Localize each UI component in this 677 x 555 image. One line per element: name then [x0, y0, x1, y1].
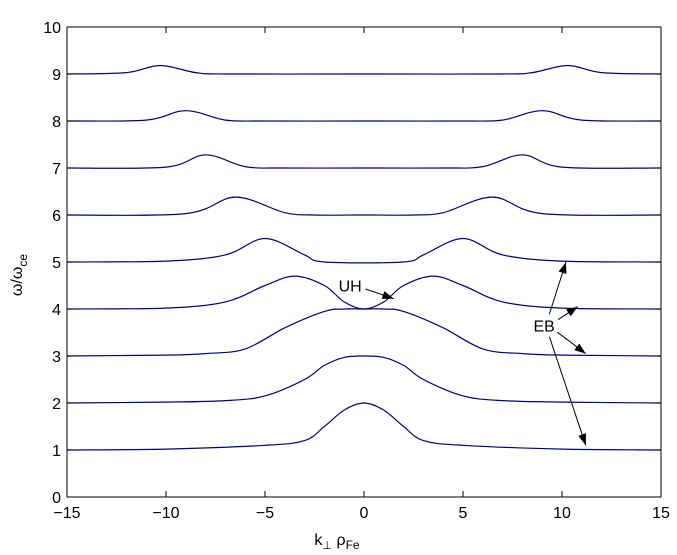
y-axis-label: ω/ωce — [9, 254, 30, 296]
x-tick-label: −5 — [256, 505, 274, 522]
series-line-5 — [66, 237, 662, 264]
series-line-4 — [66, 275, 662, 310]
x-tick-label: 0 — [360, 505, 369, 522]
annotation-arrow-uh-1-head — [381, 291, 394, 299]
y-tick-label: 5 — [52, 255, 61, 272]
y-tick-label: 1 — [52, 443, 61, 460]
y-tick-label: 6 — [52, 208, 61, 225]
series-group — [66, 64, 662, 451]
x-label-k: k — [314, 532, 323, 549]
x-tick-label: −15 — [53, 505, 80, 522]
y-tick-label: 8 — [52, 114, 61, 131]
x-tick-label: 10 — [553, 505, 571, 522]
y-label-sub: ce — [16, 254, 30, 267]
y-tick-label: 3 — [52, 349, 61, 366]
series-line-6 — [66, 196, 662, 216]
x-axis-label: k⊥ ρFe — [314, 532, 359, 552]
annotation-arrow-eb-1-head — [558, 262, 567, 274]
annotation-arrow-eb-4 — [548, 336, 587, 446]
series-line-1 — [66, 402, 662, 451]
y-tick-label: 10 — [43, 20, 61, 37]
annotation-label-eb: EB — [534, 318, 555, 335]
annotation-label-uh: UH — [339, 279, 362, 296]
annotation-group: UH EB — [339, 261, 587, 446]
annotation-arrow-eb-2-head — [566, 306, 578, 317]
x-label-rho: ρ — [332, 532, 346, 549]
annotation-arrow-eb-3-head — [574, 343, 586, 354]
series-line-2 — [66, 355, 662, 404]
y-tick-label: 4 — [52, 302, 61, 319]
x-tick-label: −10 — [152, 505, 179, 522]
y-tick-label: 0 — [52, 490, 61, 507]
annotation-arrow-eb-4-head — [578, 433, 587, 446]
y-label-main: ω/ω — [9, 267, 26, 296]
series-line-7 — [66, 154, 662, 169]
y-tick-label: 2 — [52, 396, 61, 413]
tick-group: −15 −10 −5 0 5 10 15 0 1 2 3 4 5 6 7 8 9 10 — [43, 20, 670, 522]
x-label-perp: ⊥ — [322, 540, 332, 552]
series-line-8 — [66, 110, 662, 122]
x-tick-label: 5 — [459, 505, 468, 522]
x-tick-label: 15 — [652, 505, 670, 522]
y-tick-label: 9 — [52, 67, 61, 84]
x-label-sub: Fe — [346, 538, 360, 552]
series-line-9 — [66, 64, 662, 75]
y-tick-label: 7 — [52, 161, 61, 178]
